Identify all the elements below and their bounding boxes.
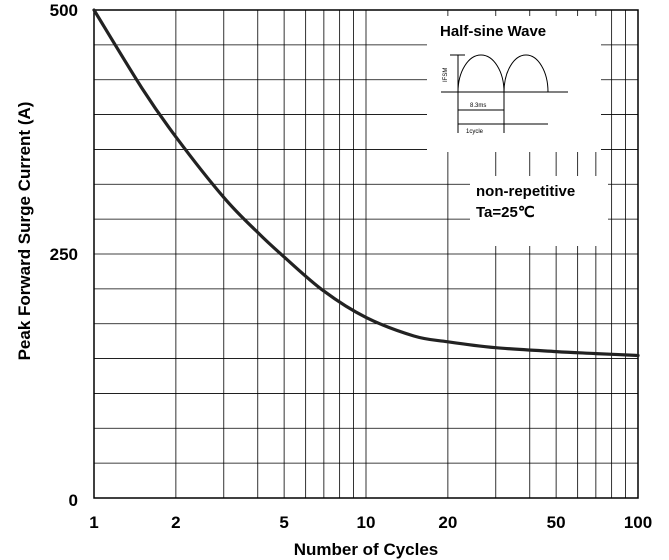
y-axis-title: Peak Forward Surge Current (A) xyxy=(15,102,34,361)
curve-data-point xyxy=(413,335,415,337)
curve-data-point xyxy=(141,87,143,89)
y-tick-label: 250 xyxy=(50,245,78,264)
x-tick-label: 50 xyxy=(547,513,566,532)
x-tick-label: 1 xyxy=(89,513,98,532)
curve-data-point xyxy=(365,316,367,318)
x-axis-title: Number of Cycles xyxy=(294,540,439,559)
note-line-2: Ta=25℃ xyxy=(476,204,535,221)
y-tick-label: 0 xyxy=(69,491,78,510)
y-tick-label: 500 xyxy=(50,1,78,20)
curve-data-point xyxy=(93,9,95,11)
inset-background xyxy=(427,16,601,152)
curve-data-point xyxy=(257,232,259,233)
half-sine-pulse-1 xyxy=(457,54,505,93)
conditions-note: non-repetitive Ta=25℃ xyxy=(470,176,608,246)
x-tick-label: 2 xyxy=(171,513,180,532)
curve-data-point xyxy=(637,355,639,356)
x-tick-label: 100 xyxy=(624,513,652,532)
curve-data-point xyxy=(323,290,325,292)
inset-cycle-label: 1cycle xyxy=(466,129,484,135)
curve-data-point xyxy=(223,196,225,198)
x-tick-label: 20 xyxy=(438,513,457,532)
inset-title: Half-sine Wave xyxy=(440,23,546,40)
half-sine-pulse-2 xyxy=(503,54,549,93)
note-line-1: non-repetitive xyxy=(476,183,575,200)
curve-layer xyxy=(92,8,640,358)
x-tick-label: 10 xyxy=(357,513,376,532)
curve-data-point xyxy=(283,256,285,258)
note-background xyxy=(470,176,608,246)
inset-period-label: 8.3ms xyxy=(470,103,486,109)
inset-ifsm-label: IFSM xyxy=(443,68,449,82)
curve-data-point xyxy=(555,351,557,353)
curve-data-point xyxy=(175,136,177,138)
curve-data-point xyxy=(595,353,597,355)
plot-frame xyxy=(93,9,639,499)
inset-panel: Half-sine Wave IFSM 8.3ms 1cycle xyxy=(427,16,601,152)
tick-labels: 1 2 5 10 20 50 100 0 250 500 xyxy=(50,1,653,532)
curve-data-point xyxy=(447,341,449,343)
x-tick-label: 5 xyxy=(279,513,288,532)
curve-data-point xyxy=(495,347,497,349)
